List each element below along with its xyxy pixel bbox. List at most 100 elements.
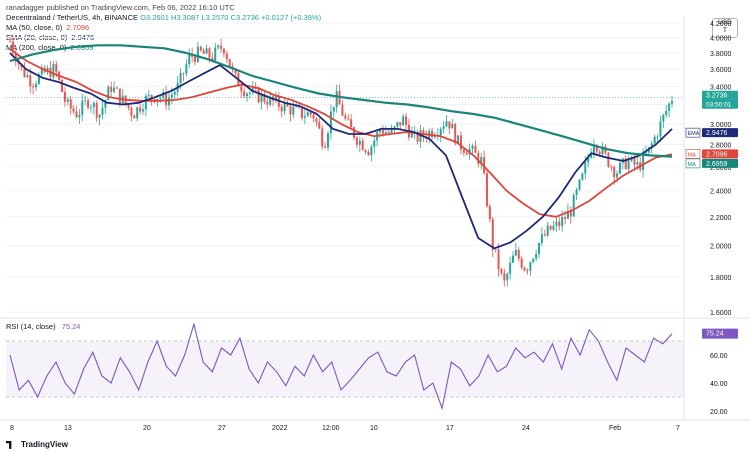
candle-body <box>199 46 202 51</box>
candle-body <box>350 119 353 128</box>
candle-body <box>587 157 590 163</box>
candle-body <box>89 107 92 108</box>
candle-body <box>399 122 402 126</box>
candle-body <box>141 109 144 112</box>
rsi-tick-label: 20.00 <box>710 409 728 416</box>
candle-body <box>202 50 205 54</box>
candle-body <box>431 130 434 138</box>
candle-body <box>78 114 81 118</box>
y-tick-label: 2.6000 <box>710 165 732 172</box>
candle-body <box>75 111 78 118</box>
price-badge <box>702 149 738 159</box>
rsi-legend-value: 75.24 <box>61 322 81 331</box>
candle-body <box>653 136 656 144</box>
candle-body <box>211 57 214 61</box>
time-axis[interactable]: 8 13 20 27 2022 12:00 10 17 24 Feb 7 <box>0 419 750 432</box>
candle-body <box>402 116 405 126</box>
badge-tag-box <box>685 127 701 138</box>
candle-body <box>410 132 413 138</box>
candle-body <box>367 151 370 156</box>
candle-body <box>644 152 647 154</box>
candle-body <box>459 135 462 150</box>
rsi-label-text: RSI (14, close) <box>6 322 56 331</box>
symbol-label[interactable]: Decentraland / TetherUS, 4h, BINANCE <box>6 13 139 22</box>
currency-sub: T <box>723 27 727 34</box>
candle-body <box>66 99 69 102</box>
indicator-ma50-legend[interactable]: MA (50, close, 0) 2.7096 <box>6 23 89 32</box>
candle-body <box>538 242 541 254</box>
candle-body <box>312 114 315 119</box>
candle-body <box>225 53 228 60</box>
rsi-legend[interactable]: RSI (14, close) 75.24 <box>6 322 80 331</box>
candle-body <box>485 173 488 207</box>
candle-body <box>139 107 142 112</box>
candle-body <box>523 267 526 271</box>
candle-body <box>517 250 520 259</box>
candle-body <box>150 94 153 100</box>
candle-body <box>433 135 436 138</box>
candle-body <box>584 162 587 174</box>
candle-body <box>182 72 185 74</box>
candle-body <box>509 262 512 274</box>
candle-body <box>633 157 636 165</box>
candle-body <box>601 146 604 154</box>
candle-body <box>289 106 292 115</box>
candle-body <box>488 206 491 220</box>
candle-body <box>564 217 567 219</box>
candle-body <box>260 93 263 103</box>
candle-body <box>118 88 121 104</box>
indicator-label: MA (50, close, 0) <box>6 23 63 32</box>
candle-body <box>246 93 249 97</box>
candle-body <box>179 72 182 83</box>
candle-body <box>506 273 509 281</box>
candle-body <box>379 129 382 133</box>
candle-body <box>144 95 147 110</box>
candle-body <box>500 269 503 274</box>
candle-body <box>390 129 393 133</box>
candle-body <box>234 68 237 73</box>
candle-body <box>465 152 468 155</box>
candle-body <box>104 100 107 108</box>
price-chart[interactable]: 4.20004.00003.80003.60003.40003.20003.00… <box>0 0 750 440</box>
candle-body <box>416 131 419 142</box>
candle-body <box>575 189 578 196</box>
x-tick-label: 24 <box>522 425 530 432</box>
ma-line-0 <box>9 48 673 218</box>
candle-body <box>613 166 616 178</box>
candle-body <box>11 41 14 53</box>
candle-body <box>14 52 17 62</box>
candle-body <box>361 140 364 151</box>
currency-selector[interactable]: USD T <box>712 18 738 38</box>
candle-body <box>84 100 87 102</box>
y-tick-label: 3.4000 <box>710 84 732 91</box>
candle-body <box>381 129 384 134</box>
price-badge <box>702 158 738 168</box>
candle-body <box>147 94 150 96</box>
y-tick-label: 2.0000 <box>710 243 732 250</box>
badge-tag-box <box>685 158 701 169</box>
tradingview-logo[interactable]: TradingView <box>6 440 68 449</box>
badge-tag-box <box>685 149 701 159</box>
candle-body <box>650 143 653 148</box>
candle-body <box>26 75 29 77</box>
candle-body <box>295 106 298 108</box>
rsi-tick-label: 40.00 <box>710 381 728 388</box>
candle-body <box>532 258 535 263</box>
currency-code: USD <box>718 19 732 26</box>
tradingview-logo-icon <box>6 440 12 449</box>
brand-label: TradingView <box>21 440 68 449</box>
rsi-value-badge <box>702 328 738 339</box>
candle-body <box>624 158 627 169</box>
moving-averages <box>9 44 673 250</box>
candle-body <box>494 249 497 251</box>
x-tick-label: 8 <box>10 425 14 432</box>
candle-body <box>471 145 474 149</box>
candle-body <box>228 59 231 67</box>
price-axis[interactable]: 4.20004.00003.80003.60003.40003.20003.00… <box>683 16 732 418</box>
candle-body <box>266 101 269 105</box>
candle-body <box>170 94 173 98</box>
price-badge-label: 2.6959 <box>706 161 728 168</box>
candle-body <box>300 107 303 118</box>
candle-body <box>133 115 136 119</box>
x-tick-label: 12:00 <box>322 425 340 432</box>
